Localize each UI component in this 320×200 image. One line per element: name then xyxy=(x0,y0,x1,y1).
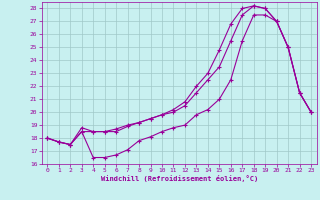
X-axis label: Windchill (Refroidissement éolien,°C): Windchill (Refroidissement éolien,°C) xyxy=(100,175,258,182)
